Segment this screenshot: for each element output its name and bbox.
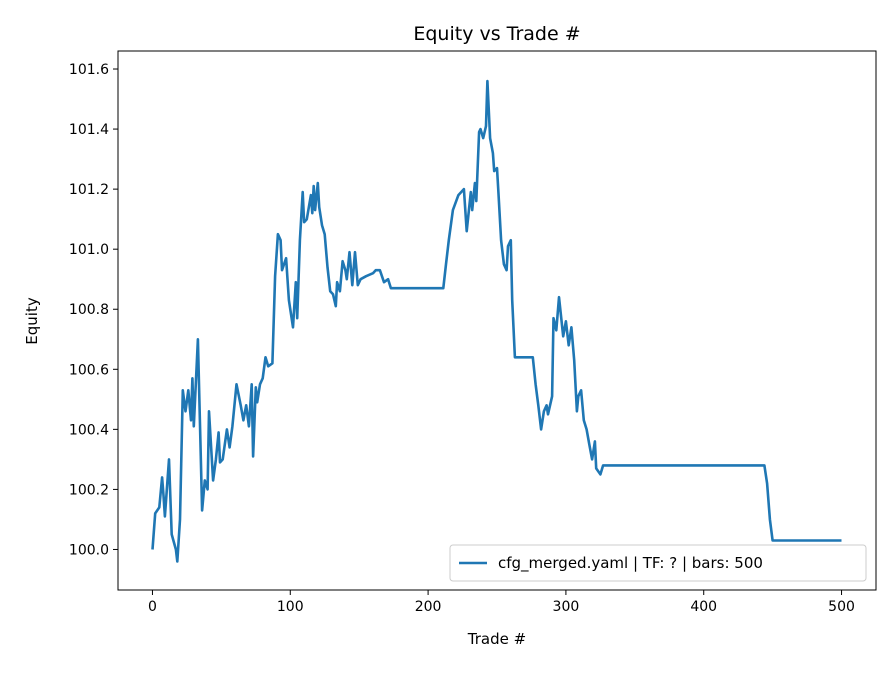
x-tick-label: 200: [415, 599, 442, 615]
y-tick-label: 101.2: [69, 182, 109, 198]
y-tick-label: 100.6: [69, 362, 109, 378]
y-tick-label: 100.8: [69, 302, 109, 318]
legend: cfg_merged.yaml | TF: ? | bars: 500: [449, 544, 867, 582]
y-axis-ticks: 100.0 100.2 100.4 100.6 100.8 101.0 101.2 101.4…: [69, 62, 118, 558]
y-tick-label: 101.6: [69, 62, 109, 78]
legend-box: [449, 544, 867, 582]
y-tick-label: 100.0: [69, 542, 109, 558]
chart-title: Equity vs Trade #: [413, 23, 580, 45]
x-tick-label: 0: [148, 599, 157, 615]
y-tick-label: 100.4: [69, 422, 109, 438]
x-tick-label: 100: [277, 599, 304, 615]
x-axis-ticks: 0 100 200 300 400 500: [148, 590, 855, 615]
legend-label: cfg_merged.yaml | TF: ? | bars: 500: [498, 554, 763, 573]
x-tick-label: 300: [553, 599, 580, 615]
y-tick-label: 101.0: [69, 242, 109, 258]
y-tick-label: 101.4: [69, 122, 109, 138]
x-tick-label: 400: [690, 599, 717, 615]
series-line-equity: [151, 79, 842, 563]
x-tick-label: 500: [828, 599, 855, 615]
y-tick-label: 100.2: [69, 482, 109, 498]
x-axis-label: Trade #: [467, 630, 526, 648]
plot-frame: [117, 50, 877, 591]
y-axis-label: Equity: [23, 297, 41, 345]
